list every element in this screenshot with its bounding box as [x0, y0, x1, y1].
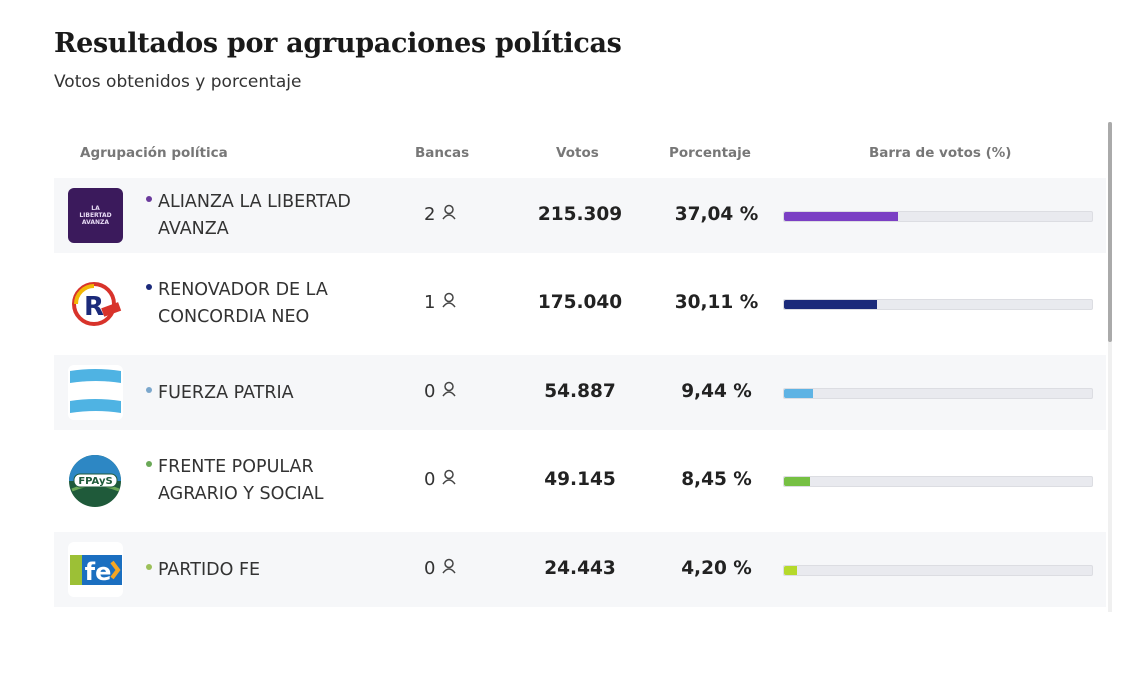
person-icon: [441, 381, 457, 402]
vote-bar-fill: [784, 211, 899, 221]
column-header-seats: Bancas: [415, 145, 470, 161]
results-table: Agrupación política Bancas Votos Porcent…: [54, 130, 1106, 613]
vote-bar-track: [783, 476, 1093, 487]
partido-fe-logo: fe: [68, 542, 123, 597]
seats-count: 1: [424, 292, 457, 313]
table-row: FPAyS FRENTE POPULAR AGRARIO Y SOCIAL 0 …: [54, 436, 1106, 526]
vote-bar-track: [783, 210, 1093, 222]
party-name: ALIANZA LA LIBERTAD AVANZA: [146, 189, 398, 243]
vote-bar-fill: [784, 388, 814, 398]
party-color-dot: [146, 284, 152, 290]
party-color-dot: [146, 563, 152, 570]
vote-bar-fill: [784, 300, 877, 309]
vote-bar-track: [783, 387, 1093, 399]
scrollbar-track[interactable]: [1108, 122, 1112, 612]
vote-bar-track: [783, 564, 1093, 576]
person-icon: [441, 292, 457, 313]
fuerza-patria-flag-logo: [68, 365, 123, 420]
column-header-bar: Barra de votos (%): [869, 145, 1012, 161]
seats-count: 2: [424, 204, 457, 225]
table-row: LA LIBERTAD AVANZA ALIANZA LA LIBERTAD AVA…: [54, 178, 1106, 253]
vote-bar-fill: [784, 477, 811, 486]
table-row: fe PARTIDO FE 0 24.443 4,20 %: [54, 532, 1106, 607]
seats-count: 0: [424, 381, 457, 402]
percent-value: 30,11 %: [674, 292, 759, 313]
fpays-logo: FPAyS: [68, 454, 123, 509]
party-color-dot: [146, 195, 152, 202]
person-icon: [441, 469, 457, 490]
party-color-dot: [146, 461, 152, 467]
column-header-percent: Porcentaje: [669, 145, 751, 161]
page-subtitle: Votos obtenidos y porcentaje: [54, 72, 302, 92]
seats-count: 0: [424, 469, 457, 490]
table-header: Agrupación política Bancas Votos Porcent…: [54, 130, 1106, 178]
person-icon: [441, 204, 457, 225]
svg-text:fe: fe: [85, 558, 112, 586]
percent-value: 9,44 %: [681, 380, 752, 402]
percent-value: 8,45 %: [681, 469, 752, 490]
svg-text:FPAyS: FPAyS: [78, 476, 112, 487]
party-name: FRENTE POPULAR AGRARIO Y SOCIAL: [146, 454, 398, 508]
scrollbar-thumb[interactable]: [1108, 122, 1112, 342]
party-color-dot: [146, 386, 152, 393]
votes-count: 24.443: [544, 557, 616, 579]
vote-bar-fill: [784, 565, 797, 575]
percent-value: 4,20 %: [681, 557, 752, 579]
party-name: FUERZA PATRIA: [146, 380, 398, 407]
party-name: RENOVADOR DE LA CONCORDIA NEO: [146, 277, 398, 331]
renovador-logo: R: [68, 277, 123, 332]
votes-count: 49.145: [544, 469, 616, 490]
votes-count: 175.040: [537, 292, 623, 313]
votes-count: 215.309: [537, 203, 623, 225]
svg-text:R: R: [84, 292, 104, 322]
percent-value: 37,04 %: [674, 203, 759, 225]
votes-count: 54.887: [544, 380, 616, 402]
lla-logo: LA LIBERTAD AVANZA: [68, 188, 123, 243]
column-header-votes: Votos: [556, 145, 599, 161]
party-name: PARTIDO FE: [146, 557, 398, 584]
seats-count: 0: [424, 558, 457, 579]
table-row: FUERZA PATRIA 0 54.887 9,44 %: [54, 355, 1106, 430]
vote-bar-track: [783, 299, 1093, 310]
column-header-party: Agrupación política: [80, 145, 228, 161]
page-title: Resultados por agrupaciones políticas: [54, 28, 622, 59]
person-icon: [441, 558, 457, 579]
table-row: R RENOVADOR DE LA CONCORDIA NEO 1 175.04…: [54, 259, 1106, 349]
